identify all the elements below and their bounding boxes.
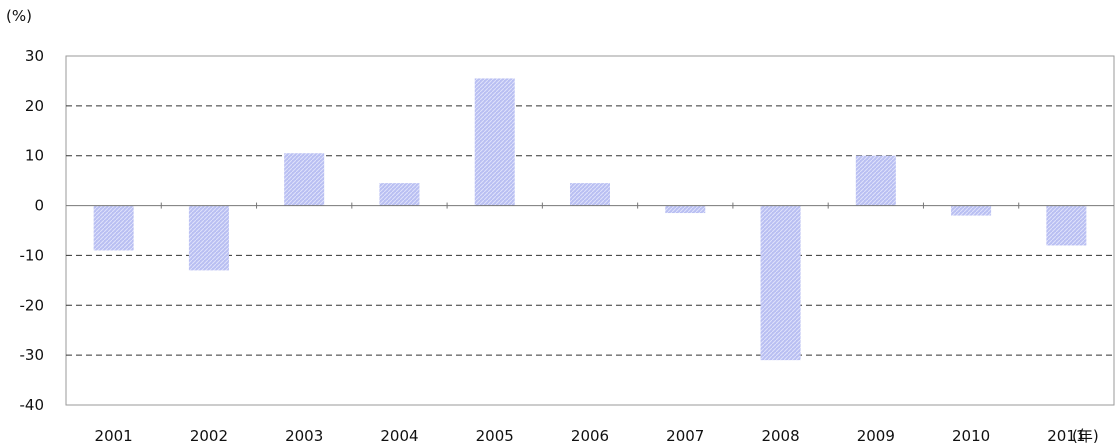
y-tick-label: -40: [20, 396, 45, 414]
bar-2006: [570, 183, 610, 206]
y-tick-label: -20: [20, 296, 45, 314]
x-tick-label: 2001: [95, 427, 133, 443]
y-tick-label: 0: [34, 197, 44, 215]
y-tick-label: 30: [25, 47, 44, 65]
bars: [93, 78, 1087, 361]
x-tick-label: 2011: [1047, 427, 1085, 443]
bar-2008: [760, 205, 801, 361]
bar-2002: [188, 205, 229, 271]
bar-2011: [1046, 205, 1087, 246]
bar-2001: [93, 205, 134, 251]
bar-2003: [284, 153, 325, 206]
x-tick-label: 2002: [190, 427, 228, 443]
x-tick-label: 2010: [952, 427, 990, 443]
y-tick-label: -10: [20, 246, 45, 264]
plot-area: [65, 55, 1115, 406]
bar-2009: [855, 155, 896, 206]
bar-2005: [474, 78, 515, 206]
x-tick-label: 2007: [666, 427, 704, 443]
x-tick-label: 2003: [285, 427, 323, 443]
x-tick-label: 2006: [571, 427, 609, 443]
x-tick-label: 2005: [476, 427, 514, 443]
y-tick-label: 10: [25, 147, 44, 165]
grid-lines: [66, 105, 1114, 356]
x-axis-label: (年): [1072, 427, 1099, 443]
bar-2007: [665, 205, 706, 214]
x-axis-ticks: 2001 2002 2003 2004 2005 2006 2007 2008 2009 2010…: [95, 202, 1085, 445]
bar-2010: [951, 205, 992, 216]
x-tick-label: 2009: [857, 427, 895, 443]
y-axis-label: (%): [6, 7, 32, 25]
x-tick-label: 2008: [761, 427, 799, 443]
y-tick-label: 20: [25, 97, 44, 115]
y-axis-ticks: 30 20 10 0 -10 -20 -30 -40: [20, 47, 45, 414]
bar-2004: [379, 183, 420, 206]
x-tick-label: 2004: [380, 427, 418, 443]
y-tick-label: -30: [20, 346, 45, 364]
